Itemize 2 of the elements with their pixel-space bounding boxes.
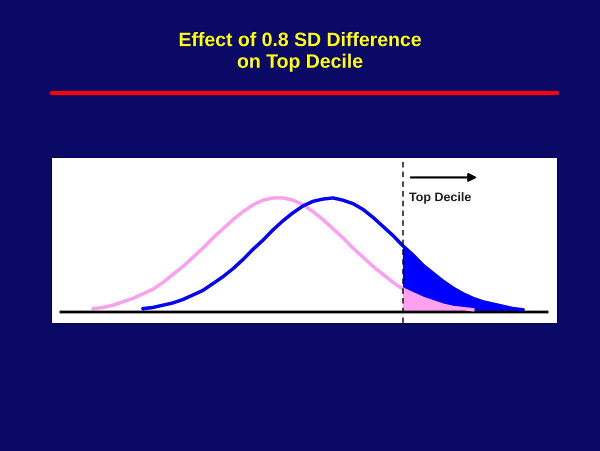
annotation: Top Decile — [409, 192, 471, 204]
chart-title: Effect of 0.8 SD Difference on Top Decile — [180, 32, 421, 72]
